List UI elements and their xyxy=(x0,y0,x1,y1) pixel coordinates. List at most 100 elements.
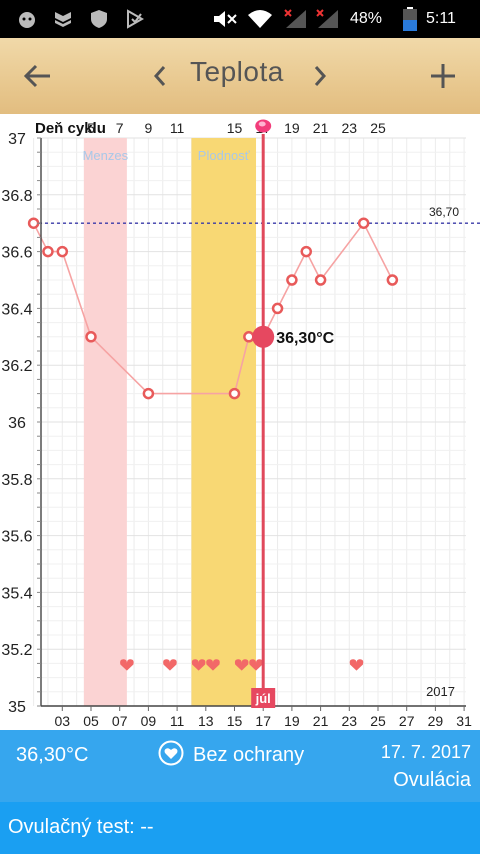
battery-percent: 48% xyxy=(350,10,383,27)
heart-icon xyxy=(120,659,134,671)
chevron-left-icon xyxy=(153,66,166,86)
data-point xyxy=(142,387,155,400)
protection-status: Bez ochrany xyxy=(193,744,305,766)
top-tick-label: 19 xyxy=(284,120,300,136)
current-day-icon-shine xyxy=(258,121,266,127)
status-bar: 48% 5:11 xyxy=(0,0,480,38)
data-point xyxy=(56,245,69,258)
top-tick-label: 9 xyxy=(145,120,153,136)
year-label: 2017 xyxy=(426,684,455,699)
reference-label: 36,70 xyxy=(429,205,459,219)
chevron-right-icon xyxy=(314,66,327,86)
bands: Menzes Plodnosť xyxy=(83,138,257,706)
back-button[interactable] xyxy=(12,38,64,114)
selected-value-label: 36,30°C xyxy=(276,330,334,347)
y-tick-label: 36.8 xyxy=(1,188,32,205)
data-point xyxy=(85,331,97,343)
x-tick-label: 09 xyxy=(141,713,157,729)
selected-day: 36,30°C júl xyxy=(251,134,335,708)
data-point xyxy=(271,302,284,315)
temperature-value: 36,30°C xyxy=(16,744,89,766)
top-tick-label: 25 xyxy=(370,120,386,136)
x-tick-label: 13 xyxy=(198,713,214,729)
selected-point xyxy=(252,325,275,348)
y-tick-label: 35.2 xyxy=(1,642,32,659)
temperature-chart[interactable]: Menzes Plodnosť 36,70 37 36.8 36.6 36.4 36.2 3… xyxy=(0,114,480,730)
y-tick-label: 35.6 xyxy=(1,529,32,546)
x-tick-label: 21 xyxy=(313,713,329,729)
y-tick-label: 35.4 xyxy=(1,585,32,602)
add-button[interactable] xyxy=(418,38,468,114)
plus-icon xyxy=(431,64,455,88)
data-point xyxy=(42,245,54,258)
data-point xyxy=(228,387,241,400)
x-tick-label: 19 xyxy=(284,713,300,729)
data-point xyxy=(314,274,327,286)
cycle-phase: Ovulácia xyxy=(393,769,471,791)
y-tick-label: 36.4 xyxy=(1,301,32,318)
data-point xyxy=(286,274,298,286)
top-tick-label: 21 xyxy=(313,120,329,136)
data-point xyxy=(386,274,399,286)
toolbar: Teplota xyxy=(0,38,480,114)
x-tick-label: 29 xyxy=(428,713,444,729)
cycle-day-header: Deň cyklu xyxy=(35,120,106,137)
selected-date: 17. 7. 2017 xyxy=(380,742,471,762)
battery-icon xyxy=(403,7,417,31)
hearts xyxy=(120,659,364,671)
band-menzes xyxy=(83,138,127,706)
data-point xyxy=(357,217,370,229)
x-tick-label: 03 xyxy=(55,713,71,729)
arrow-left-icon xyxy=(24,64,50,88)
band-plodnost xyxy=(191,138,257,706)
y-tick-label: 35.8 xyxy=(1,472,32,489)
x-tick-label: 05 xyxy=(83,713,99,729)
x-tick-label: 15 xyxy=(227,713,243,729)
data-point xyxy=(243,331,255,343)
shield-notification-icon xyxy=(55,12,71,27)
check-notification-icon xyxy=(127,9,145,29)
heart-circle-icon xyxy=(158,740,184,766)
mute-icon xyxy=(214,11,237,27)
top-tick-label: 7 xyxy=(116,120,124,136)
data-points xyxy=(27,217,399,400)
heart-icon xyxy=(349,659,364,671)
ovulation-test-row[interactable]: Ovulačný test: -- xyxy=(0,802,480,854)
next-button[interactable] xyxy=(306,38,334,114)
y-tick-label: 36.6 xyxy=(1,245,32,262)
signal-1-icon xyxy=(284,9,306,28)
app-notification-icon xyxy=(19,12,35,28)
y-tick-label: 36 xyxy=(8,415,26,432)
y-tick-label: 35 xyxy=(8,699,26,716)
axes: 37 36.8 36.6 36.4 36.2 36 35.8 35.6 35.4 35.2 35 De… xyxy=(1,119,472,729)
clock: 5:11 xyxy=(426,10,456,27)
prev-button[interactable] xyxy=(146,38,174,114)
x-tick-label: 27 xyxy=(399,713,415,729)
page-title: Teplota xyxy=(190,56,284,87)
band-label: Plodnosť xyxy=(198,148,250,163)
x-tick-label: 11 xyxy=(170,713,185,729)
x-tick-label: 07 xyxy=(112,713,128,729)
x-tick-label: 31 xyxy=(456,713,472,729)
ovulation-test-label: Ovulačný test: -- xyxy=(8,816,154,838)
month-label: júl xyxy=(255,691,271,706)
band-label: Menzes xyxy=(83,148,129,163)
heart-icon xyxy=(206,659,220,671)
month-badge xyxy=(251,688,276,708)
heart-icon xyxy=(163,659,177,671)
wifi-icon xyxy=(248,10,272,28)
chart-svg: Menzes Plodnosť 36,70 3736.836.636.436.23… xyxy=(1,119,480,729)
day-info-panel[interactable]: 36,30°C Bez ochrany 17. 7. 2017 Ovulácia xyxy=(0,730,480,802)
top-tick-label: 5 xyxy=(87,120,95,136)
heart-icon xyxy=(249,659,263,671)
reference-line: 36,70 xyxy=(33,205,480,224)
top-tick-label: 11 xyxy=(170,120,185,136)
x-tick-label: 17 xyxy=(255,713,271,729)
x-tick-label: 23 xyxy=(342,713,358,729)
shield-alt-notification-icon xyxy=(91,10,107,28)
y-tick-label: 37 xyxy=(8,131,26,148)
heart-icon xyxy=(191,659,206,671)
y-tick-label: 36.2 xyxy=(1,358,32,375)
signal-2-icon xyxy=(316,9,338,28)
data-point xyxy=(300,245,312,258)
